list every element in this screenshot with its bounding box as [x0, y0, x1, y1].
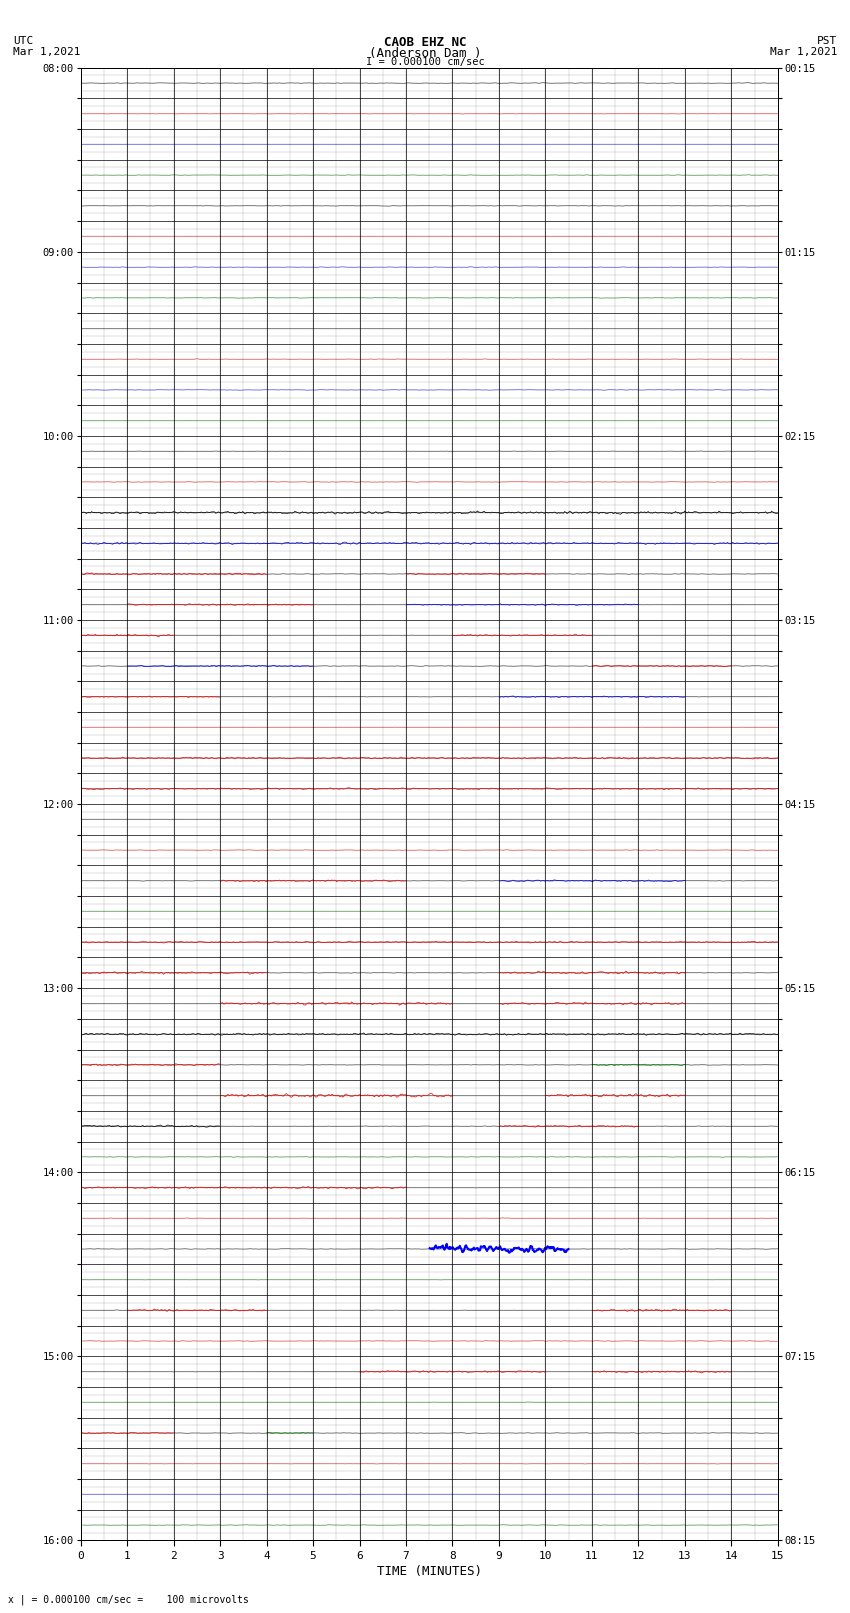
Text: Mar 1,2021: Mar 1,2021: [13, 47, 80, 56]
Text: Mar 1,2021: Mar 1,2021: [770, 47, 837, 56]
Text: CAOB EHZ NC: CAOB EHZ NC: [383, 37, 467, 50]
X-axis label: TIME (MINUTES): TIME (MINUTES): [377, 1565, 482, 1578]
Text: x | = 0.000100 cm/sec =    100 microvolts: x | = 0.000100 cm/sec = 100 microvolts: [8, 1594, 249, 1605]
Text: UTC: UTC: [13, 37, 33, 47]
Text: (Anderson Dam ): (Anderson Dam ): [369, 47, 481, 60]
Text: PST: PST: [817, 37, 837, 47]
Text: I = 0.000100 cm/sec: I = 0.000100 cm/sec: [366, 58, 484, 68]
